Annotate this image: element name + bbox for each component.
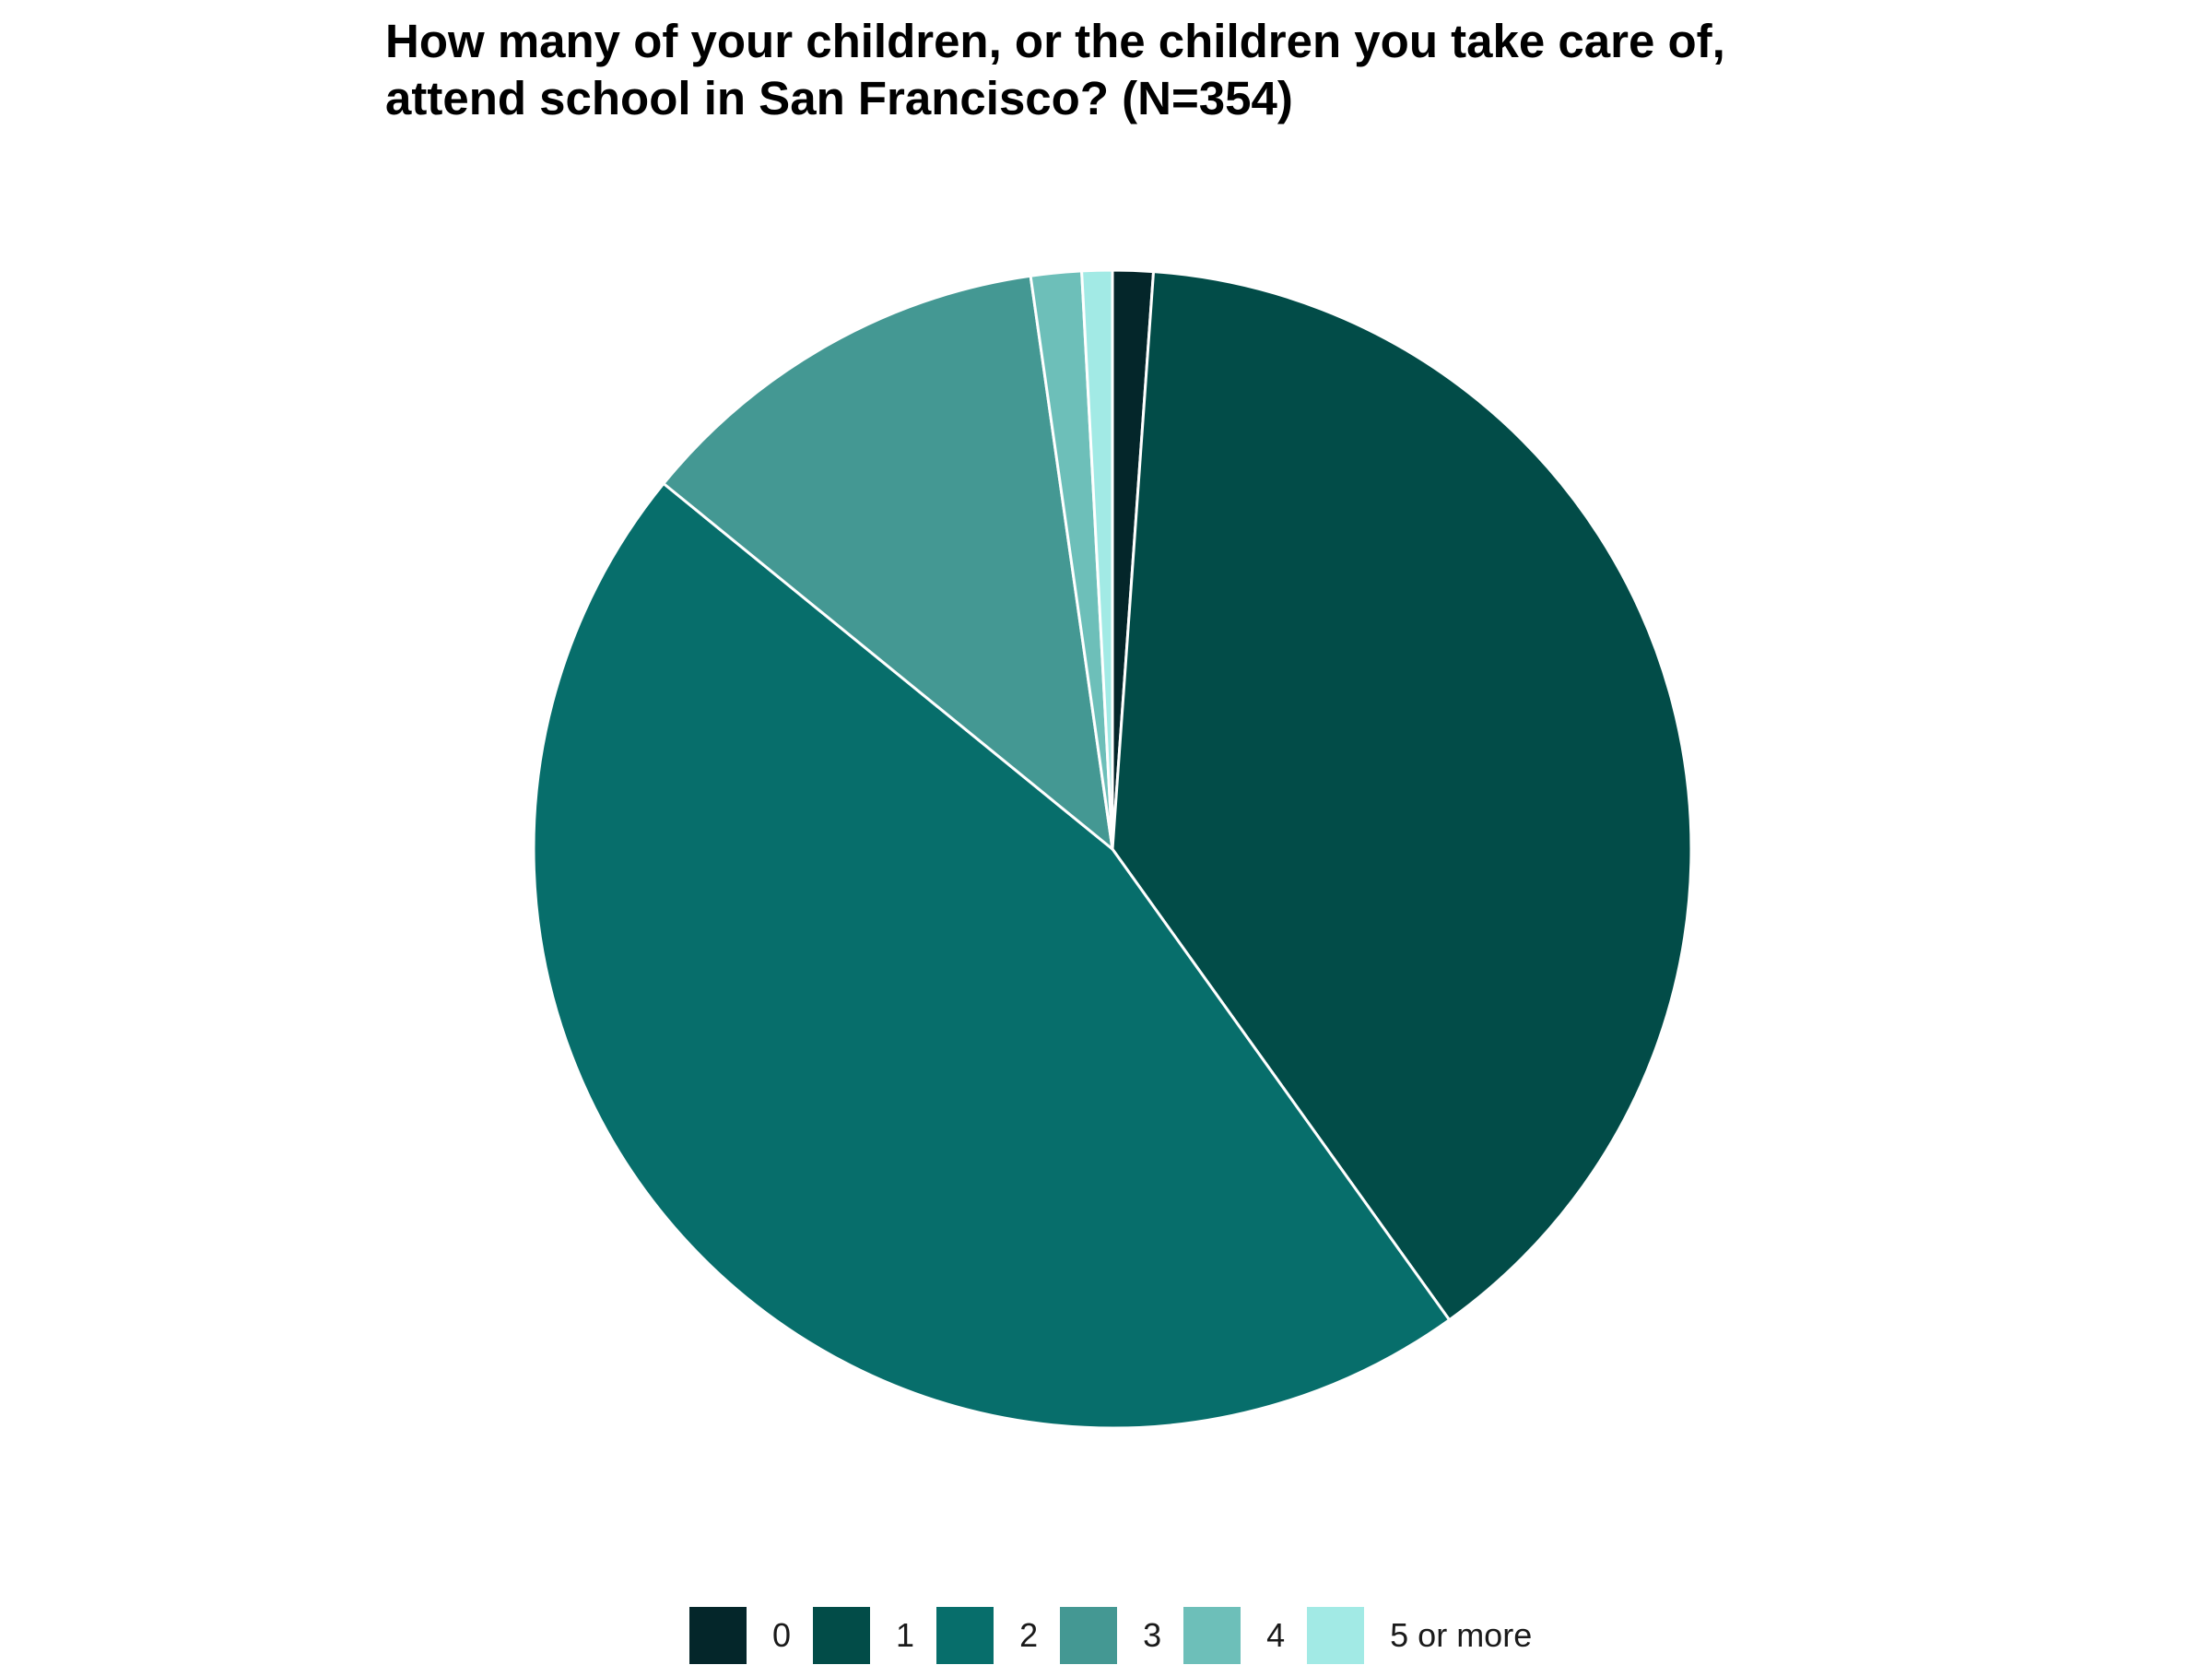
chart-title-line-1: How many of your children, or the childr…: [385, 15, 1725, 67]
legend-swatch: [1307, 1607, 1365, 1664]
legend-swatch: [1060, 1607, 1118, 1664]
pie-slice-2: [532, 481, 1452, 1430]
legend-item-4: 4: [1183, 1607, 1285, 1664]
legend-label: 2: [1019, 1616, 1039, 1654]
chart-title: How many of your children, or the childr…: [385, 13, 1952, 127]
legend-item-3: 3: [1060, 1607, 1161, 1664]
legend-label: 4: [1266, 1616, 1286, 1654]
legend-swatch: [1183, 1607, 1241, 1664]
legend-swatch: [813, 1607, 871, 1664]
legend-item-5-or-more: 5 or more: [1307, 1607, 1532, 1664]
legend-swatch: [936, 1607, 994, 1664]
legend-item-0: 0: [689, 1607, 791, 1664]
legend-label: 5 or more: [1390, 1616, 1533, 1654]
pie-slices: [532, 268, 1693, 1430]
legend-item-1: 1: [813, 1607, 914, 1664]
pie-slice-5-or-more: [1080, 268, 1114, 851]
legend-label: 0: [772, 1616, 792, 1654]
legend-item-2: 2: [936, 1607, 1038, 1664]
chart-title-line-2: attend school in San Francisco? (N=354): [385, 72, 1293, 124]
legend-label: 3: [1143, 1616, 1162, 1654]
legend-label: 1: [896, 1616, 915, 1654]
pie-slice-1: [1111, 270, 1693, 1322]
legend: 0 1 2 3 4 5 or more: [689, 1606, 1554, 1665]
legend-swatch: [689, 1607, 747, 1664]
pie-slice-3: [662, 274, 1114, 851]
